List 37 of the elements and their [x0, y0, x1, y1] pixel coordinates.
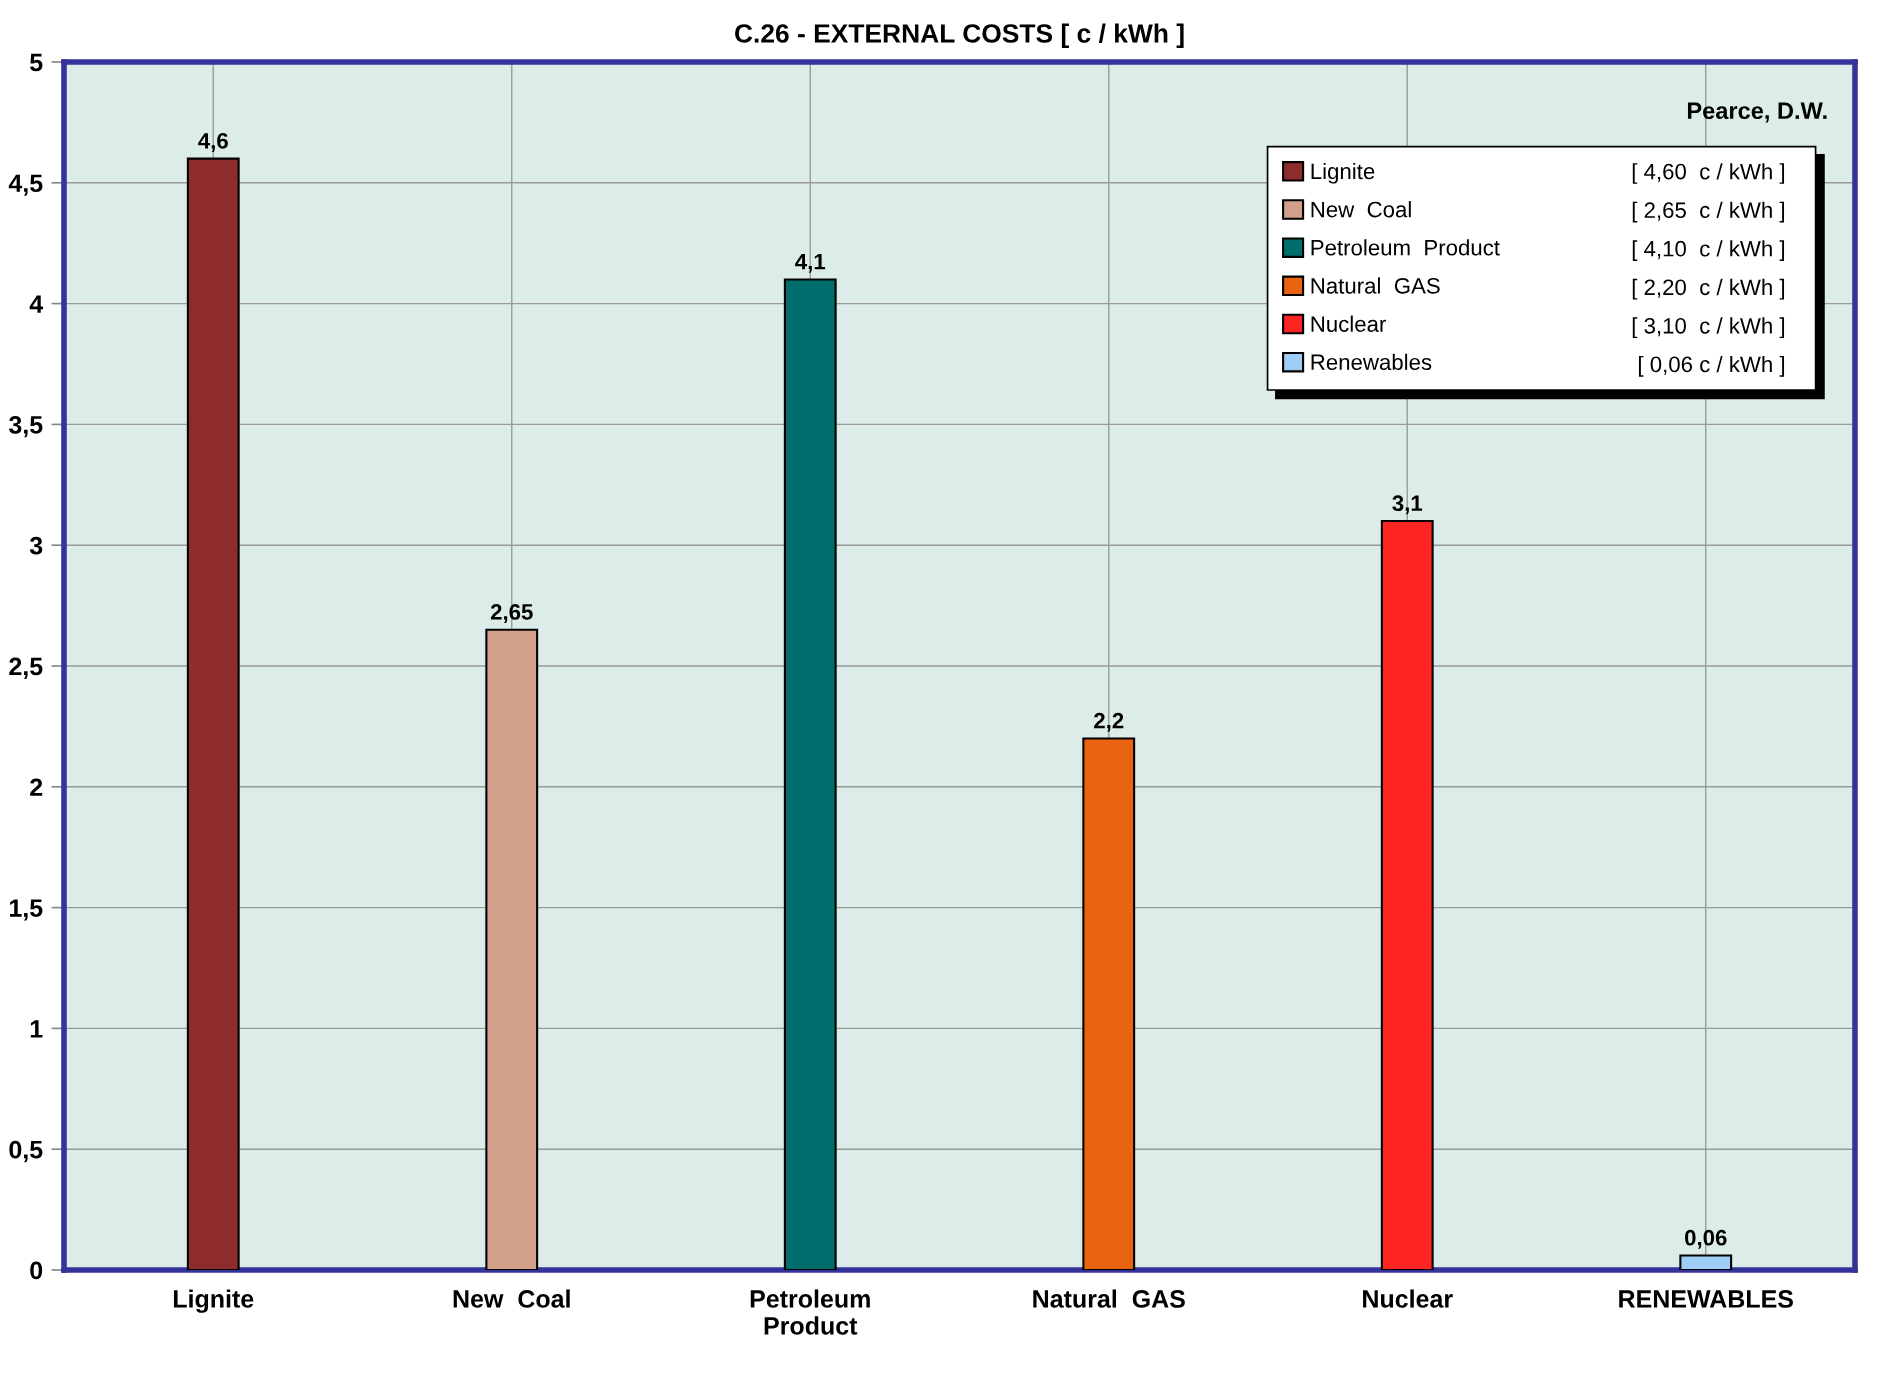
- y-tick-label: 1,5: [9, 899, 43, 921]
- y-tick-label: 0,5: [9, 1140, 43, 1163]
- y-tick-label: 4: [29, 295, 44, 313]
- legend-label: Petroleum Product: [1311, 239, 1500, 256]
- legend-label: Natural GAS: [1311, 277, 1440, 294]
- data-label: 4,6: [198, 132, 228, 152]
- legend-label: Lignite: [1311, 162, 1375, 184]
- x-tick-label: Natural GAS: [1033, 1289, 1185, 1308]
- data-label: 0,06: [1685, 1229, 1727, 1249]
- y-tick-label: 0: [30, 1261, 43, 1280]
- legend-label: Renewables: [1311, 353, 1432, 371]
- y-tick-label: 1: [30, 1020, 43, 1038]
- data-label: 2,65: [490, 604, 533, 624]
- annotation: [ 4,60 c / kWh ]: [1632, 163, 1785, 184]
- x-tick-label: Petroleum Product: [750, 1289, 870, 1335]
- annotation: [ 3,10 c / kWh ]: [1632, 317, 1785, 339]
- data-label: 3,1: [1392, 495, 1423, 515]
- data-label: 2,2: [1094, 712, 1124, 732]
- y-tick-label: 5: [30, 53, 43, 72]
- x-tick-label: RENEWABLES: [1619, 1290, 1793, 1308]
- annotation: [ 0,06 c / kWh ]: [1638, 355, 1785, 377]
- annotation: Pearce, D.W.: [1687, 102, 1827, 123]
- data-label: 4,1: [795, 253, 826, 273]
- annotation: [ 4,10 c / kWh ]: [1632, 240, 1785, 261]
- legend-label: New Coal: [1311, 201, 1411, 218]
- y-tick-label: 3,5: [8, 416, 43, 438]
- y-tick-label: 2: [30, 778, 43, 796]
- chart-title: C.26 - EXTERNAL COSTS [ c / kWh ]: [735, 23, 1184, 49]
- x-tick-label: New Coal: [453, 1289, 570, 1308]
- legend-label: Nuclear: [1311, 315, 1386, 332]
- x-tick-label: Nuclear: [1363, 1289, 1453, 1308]
- y-tick-label: 2,5: [9, 657, 43, 679]
- annotation: [ 2,20 c / kWh ]: [1632, 278, 1785, 300]
- annotation: [ 2,65 c / kWh ]: [1632, 201, 1785, 223]
- x-tick-label: Lignite: [173, 1289, 254, 1313]
- y-tick-label: 4,5: [8, 174, 43, 196]
- y-tick-label: 3: [29, 536, 43, 555]
